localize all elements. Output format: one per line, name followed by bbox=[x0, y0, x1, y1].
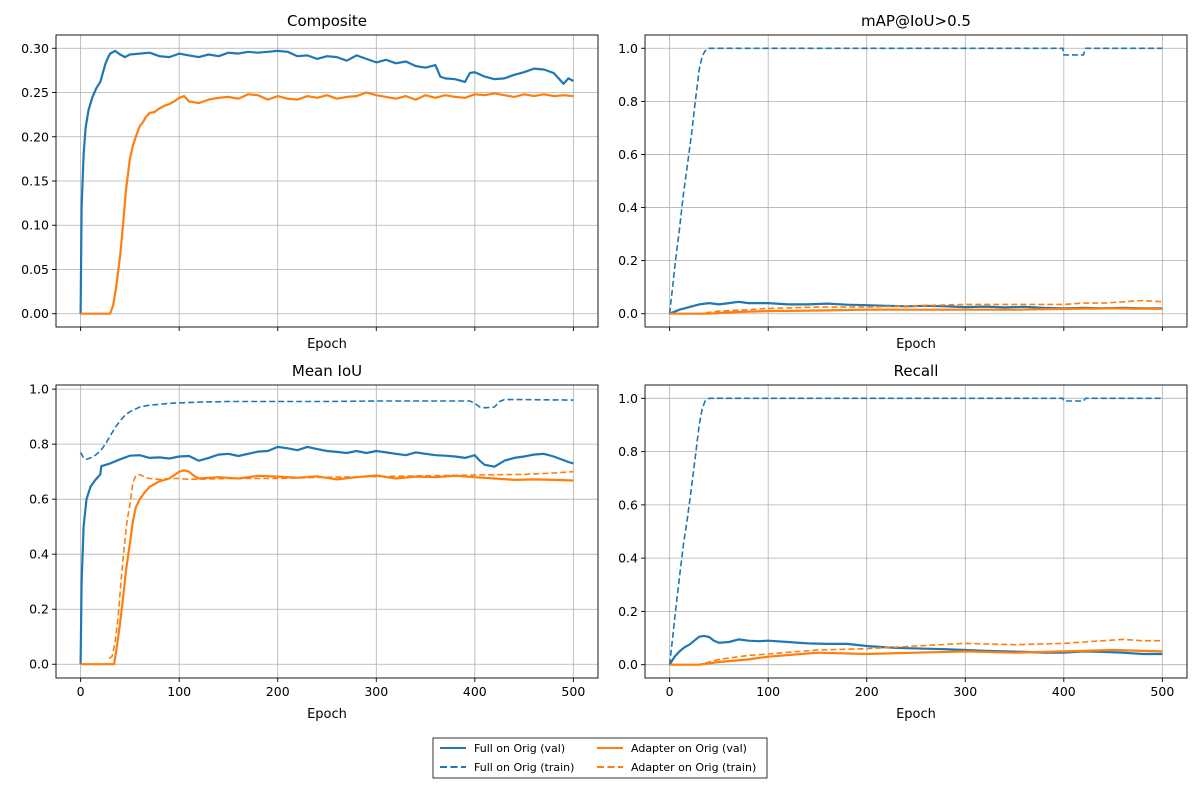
chart-title: Composite bbox=[287, 12, 367, 30]
panel-map-iou-0-5: 0.0 0.2 0.4 0.6 0.8 1.0 mAP@IoU>0.5 Epoch bbox=[618, 12, 1188, 352]
panel-recall: 0 100 200 300 400 500 0.0 0.2 0.4 0.6 0.8 1.0 Recall… bbox=[618, 362, 1188, 722]
chart-title: Mean IoU bbox=[292, 362, 362, 380]
legend-frame bbox=[432, 737, 768, 779]
series-line-full-on-orig-train bbox=[668, 397, 1163, 665]
legend: Full on Orig (val) Full on Orig (train) … bbox=[432, 737, 768, 779]
x-axis-label: Epoch bbox=[896, 707, 936, 722]
y-tick-label: 0.30 bbox=[21, 41, 49, 56]
panel-mean-iou: 0 100 200 300 400 500 0.0 0.2 0.4 0.6 0.8 1.0 Mean I… bbox=[29, 362, 599, 722]
chart-title: mAP@IoU>0.5 bbox=[861, 12, 971, 30]
x-tick-label: 500 bbox=[561, 684, 585, 699]
y-tick-label: 0.2 bbox=[618, 253, 638, 268]
x-tick-label: 300 bbox=[364, 684, 388, 699]
y-tick-label: 0.6 bbox=[618, 147, 638, 162]
series-line-full-on-orig-val bbox=[79, 445, 574, 665]
series-line-adapter-on-orig-val bbox=[80, 469, 574, 666]
x-tick-label: 200 bbox=[266, 684, 290, 699]
x-axis-label: Epoch bbox=[307, 707, 347, 722]
series-line-adapter-on-orig-train bbox=[669, 638, 1163, 666]
y-tick-label: 0.0 bbox=[29, 657, 49, 672]
series-line-full-on-orig-train bbox=[668, 47, 1163, 314]
x-tick-label: 0 bbox=[77, 684, 85, 699]
x-tick-label: 200 bbox=[855, 684, 879, 699]
series-line-adapter-on-orig-val bbox=[669, 307, 1163, 315]
legend-label-full-val: Full on Orig (val) bbox=[474, 742, 565, 755]
series-line-full-on-orig-train bbox=[79, 398, 574, 461]
legend-label-adapter-train: Adapter on Orig (train) bbox=[631, 761, 756, 774]
chart-panels: 0.000.050.100.150.200.250.30CompositeEpo… bbox=[21, 12, 1188, 722]
x-tick-label: 500 bbox=[1150, 684, 1174, 699]
x-tick-label: 400 bbox=[463, 684, 487, 699]
y-tick-label: 1.0 bbox=[618, 391, 638, 406]
chart-title: Recall bbox=[894, 362, 939, 380]
y-tick-label: 0.8 bbox=[29, 437, 49, 452]
y-tick-label: 0.2 bbox=[618, 604, 638, 619]
y-tick-label: 0.4 bbox=[618, 200, 638, 215]
x-tick-label: 100 bbox=[167, 684, 191, 699]
y-tick-label: 0.8 bbox=[618, 444, 638, 459]
x-axis-label: Epoch bbox=[307, 337, 347, 352]
y-tick-label: 0.8 bbox=[618, 94, 638, 109]
y-tick-label: 0.0 bbox=[618, 657, 638, 672]
y-tick-label: 0.25 bbox=[21, 85, 49, 100]
y-tick-label: 0.2 bbox=[29, 602, 49, 617]
y-tick-label: 0.6 bbox=[618, 497, 638, 512]
axes-frame bbox=[55, 384, 599, 679]
x-axis-label: Epoch bbox=[896, 337, 936, 352]
y-tick-label: 0.0 bbox=[618, 306, 638, 321]
y-tick-label: 0.4 bbox=[29, 547, 49, 562]
series-line-full-on-orig-val bbox=[79, 49, 574, 314]
y-tick-label: 0.15 bbox=[21, 174, 49, 189]
axes-frame bbox=[644, 34, 1188, 328]
x-tick-label: 400 bbox=[1052, 684, 1076, 699]
y-tick-label: 1.0 bbox=[29, 382, 49, 397]
y-tick-label: 0.6 bbox=[29, 492, 49, 507]
y-tick-label: 0.20 bbox=[21, 129, 49, 144]
x-tick-label: 300 bbox=[953, 684, 977, 699]
y-tick-label: 0.00 bbox=[21, 306, 49, 321]
axes-frame bbox=[644, 384, 1188, 679]
y-tick-label: 0.10 bbox=[21, 218, 49, 233]
y-tick-label: 0.4 bbox=[618, 551, 638, 566]
legend-label-full-train: Full on Orig (train) bbox=[474, 761, 574, 774]
y-tick-label: 0.05 bbox=[21, 262, 49, 277]
x-tick-label: 100 bbox=[756, 684, 780, 699]
y-tick-label: 1.0 bbox=[618, 41, 638, 56]
series-line-adapter-on-orig-train bbox=[669, 299, 1163, 315]
x-tick-label: 0 bbox=[666, 684, 674, 699]
panel-composite: 0.00 0.05 0.10 0.15 0.20 0.25 0.30 Composite Epo… bbox=[21, 12, 599, 352]
series-line-adapter-on-orig-val bbox=[80, 91, 574, 315]
legend-label-adapter-val: Adapter on Orig (val) bbox=[631, 742, 747, 755]
series-line-adapter-on-orig-val bbox=[669, 648, 1163, 666]
